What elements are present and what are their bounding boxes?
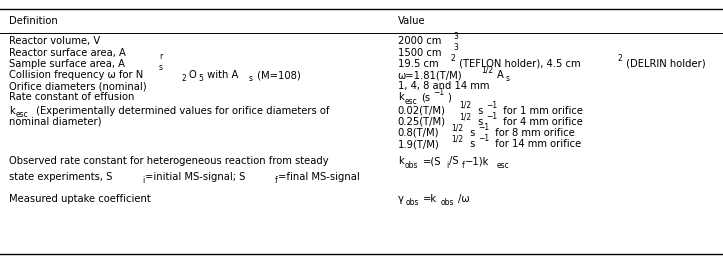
Text: 1500 cm: 1500 cm: [398, 48, 441, 58]
Text: for 1 mm orifice: for 1 mm orifice: [500, 105, 583, 116]
Text: 3: 3: [453, 32, 458, 41]
Text: 5: 5: [198, 74, 203, 83]
Text: 2: 2: [617, 54, 622, 63]
Text: Measured uptake coefficient: Measured uptake coefficient: [9, 194, 150, 204]
Text: state experiments, S: state experiments, S: [9, 172, 112, 182]
Text: k: k: [9, 105, 14, 116]
Text: s: s: [467, 128, 475, 138]
Text: (TEFLON holder), 4.5 cm: (TEFLON holder), 4.5 cm: [456, 59, 581, 69]
Text: s: s: [505, 74, 510, 83]
Text: /S: /S: [449, 156, 459, 167]
Text: 1/2: 1/2: [451, 123, 463, 132]
Text: esc: esc: [497, 161, 510, 170]
Text: k: k: [398, 92, 403, 103]
Text: =k: =k: [423, 194, 437, 204]
Text: s: s: [475, 117, 484, 127]
Text: obs: obs: [406, 198, 419, 207]
Text: Value: Value: [398, 16, 425, 26]
Text: Observed rate constant for heterogeneous reaction from steady: Observed rate constant for heterogeneous…: [9, 156, 328, 167]
Text: 0.25(T/M): 0.25(T/M): [398, 117, 445, 127]
Text: 3: 3: [454, 43, 458, 52]
Text: −1: −1: [486, 112, 497, 121]
Text: Reactor volume, V: Reactor volume, V: [9, 36, 100, 46]
Text: ω=1.81(T/M): ω=1.81(T/M): [398, 70, 462, 80]
Text: i: i: [446, 161, 448, 170]
Text: O: O: [188, 70, 196, 80]
Text: f: f: [462, 161, 464, 170]
Text: Orifice diameters (nominal): Orifice diameters (nominal): [9, 81, 146, 91]
Text: (s: (s: [422, 92, 431, 103]
Text: obs: obs: [441, 198, 455, 207]
Text: Sample surface area, A: Sample surface area, A: [9, 59, 124, 69]
Text: 1, 4, 8 and 14 mm: 1, 4, 8 and 14 mm: [398, 81, 489, 91]
Text: 2: 2: [450, 54, 455, 63]
Text: 1/2: 1/2: [460, 112, 471, 121]
Text: 1.9(T/M): 1.9(T/M): [398, 139, 440, 149]
Text: s: s: [158, 63, 163, 72]
Text: esc: esc: [16, 110, 29, 119]
Text: i: i: [142, 176, 145, 185]
Text: 1/2: 1/2: [459, 101, 471, 110]
Text: (Experimentally determined values for orifice diameters of: (Experimentally determined values for or…: [33, 105, 329, 116]
Text: with A: with A: [205, 70, 239, 80]
Text: γ: γ: [398, 194, 403, 204]
Text: ): ): [448, 92, 452, 103]
Text: (M=108): (M=108): [254, 70, 301, 80]
Text: Collision frequency ω for N: Collision frequency ω for N: [9, 70, 143, 80]
Text: 1/2: 1/2: [452, 134, 463, 144]
Text: r: r: [160, 52, 163, 61]
Text: Reactor surface area, A: Reactor surface area, A: [9, 48, 126, 58]
Text: for 14 mm orifice: for 14 mm orifice: [492, 139, 581, 149]
Text: for 8 mm orifice: for 8 mm orifice: [492, 128, 575, 138]
Text: −1: −1: [478, 123, 489, 132]
Text: f: f: [275, 176, 277, 185]
Text: Rate constant of effusion: Rate constant of effusion: [9, 92, 134, 103]
Text: 2000 cm: 2000 cm: [398, 36, 441, 46]
Text: 0.02(T/M): 0.02(T/M): [398, 105, 445, 116]
Text: A: A: [497, 70, 503, 80]
Text: =final MS-signal: =final MS-signal: [278, 172, 360, 182]
Text: s: s: [475, 105, 484, 116]
Text: 0.8(T/M): 0.8(T/M): [398, 128, 439, 138]
Text: 19.5 cm: 19.5 cm: [398, 59, 438, 69]
Text: esc: esc: [405, 97, 418, 106]
Text: 1/2: 1/2: [481, 65, 493, 74]
Text: (DELRIN holder): (DELRIN holder): [623, 59, 706, 69]
Text: −1: −1: [433, 88, 445, 97]
Text: nominal diameter): nominal diameter): [9, 117, 101, 127]
Text: =(S: =(S: [422, 156, 441, 167]
Text: s: s: [467, 139, 476, 149]
Text: =initial MS-signal; S: =initial MS-signal; S: [145, 172, 245, 182]
Text: 2: 2: [182, 74, 187, 83]
Text: k: k: [398, 156, 403, 167]
Text: −1: −1: [486, 101, 497, 110]
Text: Definition: Definition: [9, 16, 57, 26]
Text: −1: −1: [478, 134, 489, 144]
Text: /ω: /ω: [458, 194, 470, 204]
Text: −1)k: −1)k: [465, 156, 489, 167]
Text: for 4 mm orifice: for 4 mm orifice: [500, 117, 583, 127]
Text: s: s: [249, 74, 252, 83]
Text: obs: obs: [405, 161, 419, 170]
